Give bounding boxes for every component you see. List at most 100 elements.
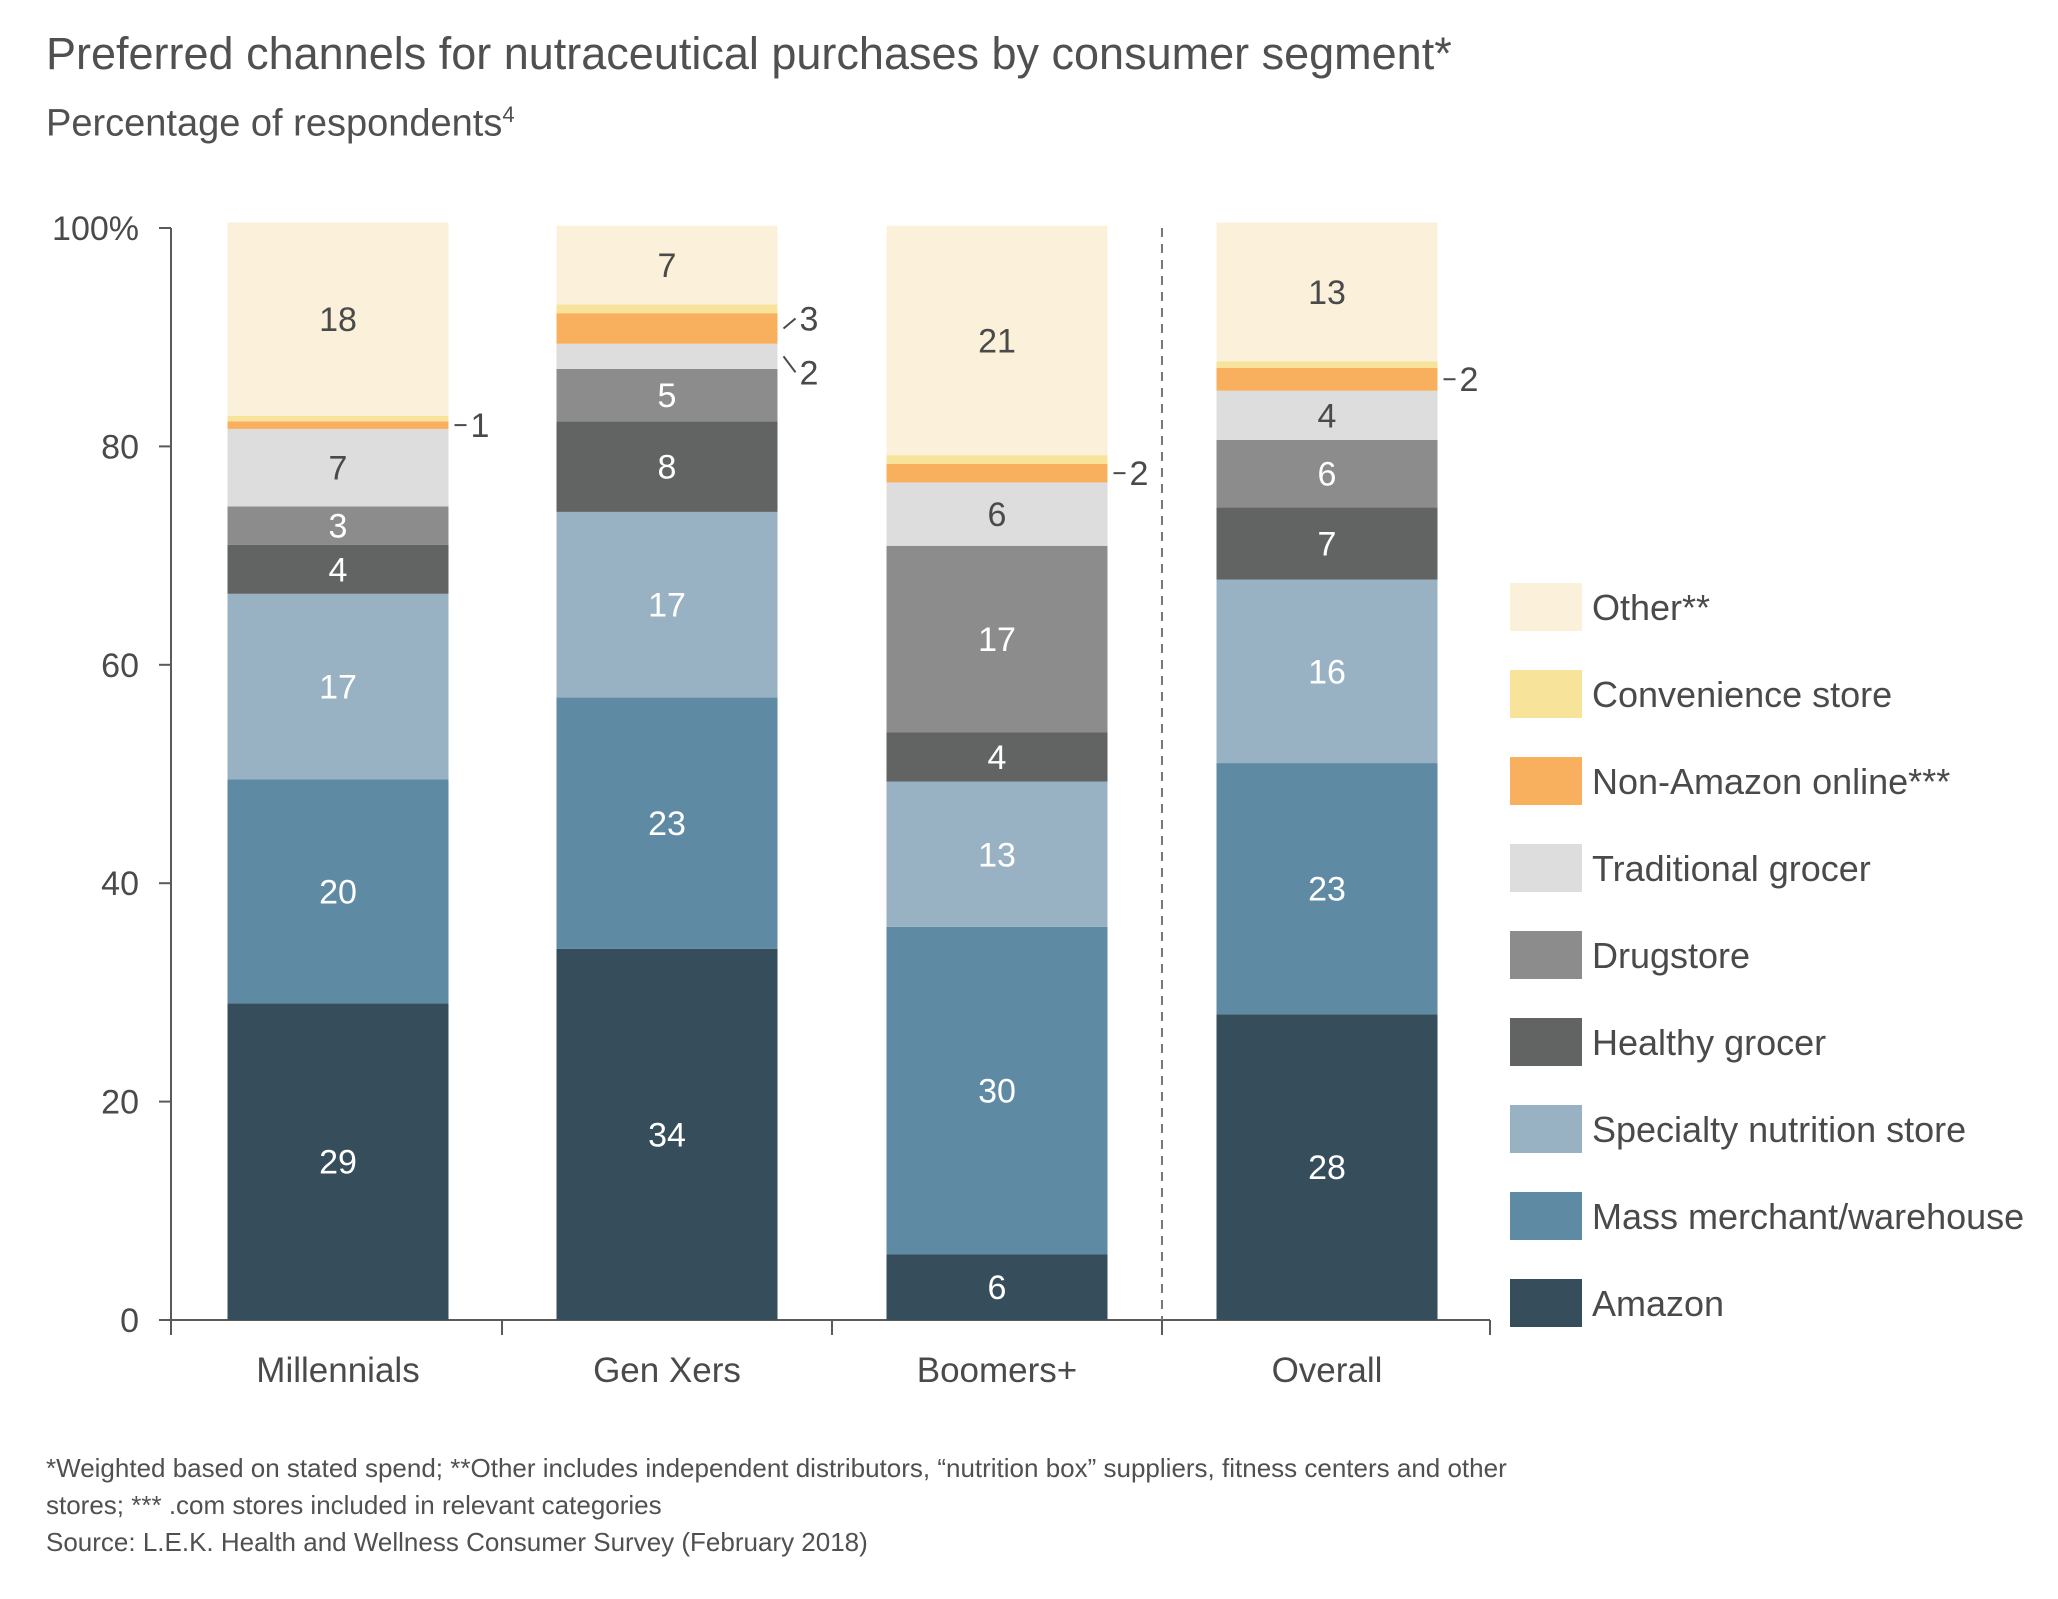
legend-swatch-drugstore: [1510, 931, 1582, 979]
bar-segment-traditional-grocer: [1216, 390, 1438, 440]
data-label: 3: [800, 300, 819, 338]
y-tick-label: 20: [101, 1084, 139, 1122]
bar-segment-specialty-nutrition-store: [886, 781, 1108, 927]
data-label: 4: [988, 739, 1007, 777]
bar-segment-mass-merchant-warehouse: [886, 926, 1108, 1255]
legend-swatch-other: [1510, 583, 1582, 631]
legend-swatch-non-amazon-online: [1510, 757, 1582, 805]
legend-label-healthy-grocer: Healthy grocer: [1592, 1022, 1826, 1063]
bar-segment-mass-merchant-warehouse: [556, 697, 778, 949]
bar-segment-specialty-nutrition-store: [227, 593, 449, 780]
legend-swatch-mass-merchant-warehouse: [1510, 1192, 1582, 1240]
data-label: 23: [648, 805, 686, 843]
bar-segment-mass-merchant-warehouse: [1216, 763, 1438, 1015]
data-label: 21: [978, 322, 1016, 360]
bar-segment-amazon: [227, 1003, 449, 1320]
subtitle-footnote-mark: 4: [502, 102, 515, 127]
data-label: 6: [988, 496, 1007, 534]
x-category-label: Millennials: [256, 1351, 419, 1390]
y-tick-label: 60: [101, 647, 139, 685]
data-label: 7: [1318, 526, 1337, 564]
legend-label-mass-merchant-warehouse: Mass merchant/warehouse: [1592, 1196, 2024, 1237]
callout-leader: [782, 355, 797, 373]
data-label: 13: [978, 836, 1016, 874]
chart-subtitle: Percentage of respondents4: [46, 102, 515, 146]
bar-segment-other: [1216, 222, 1438, 362]
legend-label-non-amazon-online: Non-Amazon online***: [1592, 761, 1950, 802]
bar-segment-specialty-nutrition-store: [1216, 579, 1438, 764]
data-label: 18: [319, 301, 357, 339]
bar-segment-convenience-store: [886, 455, 1108, 464]
subtitle-text: Percentage of respondents: [46, 102, 503, 145]
bar-segment-healthy-grocer: [227, 544, 449, 594]
data-label: 23: [1308, 871, 1346, 909]
bar-segment-other: [556, 225, 778, 305]
bar-segment-convenience-store: [556, 304, 778, 314]
bar-segment-traditional-grocer: [227, 428, 449, 507]
legend-label-specialty-nutrition-store: Specialty nutrition store: [1592, 1109, 1966, 1150]
data-label: 17: [319, 669, 357, 707]
data-label: 16: [1308, 653, 1346, 691]
data-label: 2: [1130, 455, 1149, 493]
bar-segment-drugstore: [1216, 439, 1438, 508]
bar-segment-drugstore: [886, 545, 1108, 733]
x-category-label: Boomers+: [917, 1351, 1078, 1390]
y-tick-label: 40: [101, 865, 139, 903]
bar-segment-drugstore: [556, 368, 778, 422]
bar-segment-other: [227, 222, 449, 416]
callout-leader: [782, 317, 797, 330]
legend-swatch-healthy-grocer: [1510, 1018, 1582, 1066]
bar-segment-amazon: [886, 1254, 1108, 1320]
data-label: 34: [648, 1116, 686, 1154]
legend-swatch-traditional-grocer: [1510, 844, 1582, 892]
bar-segment-non-amazon-online: [227, 421, 449, 429]
bar-segment-other: [886, 225, 1108, 456]
x-category-label: Gen Xers: [593, 1351, 741, 1390]
data-label: 20: [319, 873, 357, 911]
data-label: 3: [329, 508, 348, 546]
legend-label-amazon: Amazon: [1592, 1283, 1724, 1324]
legend-label-other: Other**: [1592, 587, 1710, 628]
legend-label-traditional-grocer: Traditional grocer: [1592, 848, 1871, 889]
legend-label-convenience-store: Convenience store: [1592, 674, 1892, 715]
bar-segment-mass-merchant-warehouse: [227, 779, 449, 1004]
data-label: 7: [329, 450, 348, 488]
bar-segment-healthy-grocer: [886, 732, 1108, 782]
bar-segment-traditional-grocer: [556, 343, 778, 369]
y-tick-label: 0: [120, 1302, 139, 1340]
data-label: 28: [1308, 1149, 1346, 1187]
bar-segment-amazon: [556, 948, 778, 1320]
data-label: 1: [471, 407, 490, 445]
bar-segment-non-amazon-online: [1216, 367, 1438, 391]
data-label: 13: [1308, 274, 1346, 312]
bar-segment-convenience-store: [227, 415, 449, 422]
data-label: 7: [658, 247, 677, 285]
data-label: 17: [978, 621, 1016, 659]
bar-segment-healthy-grocer: [556, 421, 778, 512]
bar-segment-non-amazon-online: [886, 463, 1108, 483]
data-label: 2: [800, 354, 819, 392]
y-tick-label: 80: [101, 428, 139, 466]
legend-swatch-convenience-store: [1510, 670, 1582, 718]
legend-swatch-specialty-nutrition-store: [1510, 1105, 1582, 1153]
chart-title: Preferred channels for nutraceutical pur…: [46, 28, 1452, 79]
y-tick-label: 100%: [52, 210, 139, 248]
legend-label-drugstore: Drugstore: [1592, 935, 1750, 976]
data-label: 6: [988, 1269, 1007, 1307]
footnote-line-1: *Weighted based on stated spend; **Other…: [46, 1453, 1507, 1483]
data-label: 30: [978, 1073, 1016, 1111]
bar-segment-non-amazon-online: [556, 313, 778, 344]
footnote-line-2: stores; *** .com stores included in rele…: [46, 1490, 662, 1520]
data-label: 29: [319, 1144, 357, 1182]
bar-segment-drugstore: [227, 506, 449, 545]
data-label: 5: [658, 377, 677, 415]
data-label: 2: [1460, 361, 1479, 399]
footnotes: *Weighted based on stated spend; **Other…: [46, 1450, 1646, 1561]
data-label: 17: [648, 587, 686, 625]
bar-segment-convenience-store: [1216, 361, 1438, 368]
data-label: 6: [1318, 456, 1337, 494]
stacked-bar-chart: 0 20 40 60 80 100% Millennials Gen Xers Boomers+…: [52, 210, 2024, 1390]
data-label: 4: [329, 551, 348, 589]
bar-segment-amazon: [1216, 1014, 1438, 1320]
bar-segment-healthy-grocer: [1216, 507, 1438, 580]
